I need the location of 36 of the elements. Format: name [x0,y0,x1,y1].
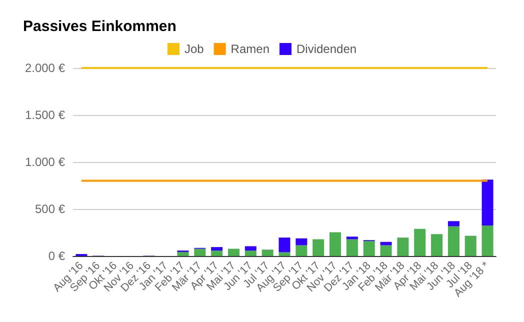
legend-label: Ramen [230,42,270,56]
y-tick-label: 1.500 € [24,108,66,122]
bar [397,238,409,256]
bar [228,248,240,256]
bar [346,239,358,256]
bar [211,250,223,256]
bar [464,236,476,256]
y-tick-label: 2.000 € [24,61,66,75]
bar [380,242,392,246]
bar [278,252,290,256]
bar [296,238,308,246]
bar [414,228,426,256]
bar [296,245,308,256]
y-tick-label: 1.000 € [24,155,66,169]
chart-title: Passives Einkommen [23,18,176,35]
bar [177,252,189,256]
bar [363,240,375,256]
bar [278,238,290,252]
bar [380,245,392,256]
y-tick-label: 0 € [48,249,66,263]
legend-label: Dividenden [296,42,357,56]
bar [448,221,460,226]
bar [346,236,358,240]
bar [448,226,460,256]
bar [244,246,256,251]
legend-label: Job [184,42,204,56]
bar [482,180,494,226]
bar [431,234,443,256]
bar [330,232,342,256]
bar [312,239,324,256]
bar [244,250,256,256]
bar [482,225,494,256]
bar [194,248,206,256]
bar [211,247,223,251]
bar [262,250,274,256]
y-tick-label: 500 € [34,202,66,216]
